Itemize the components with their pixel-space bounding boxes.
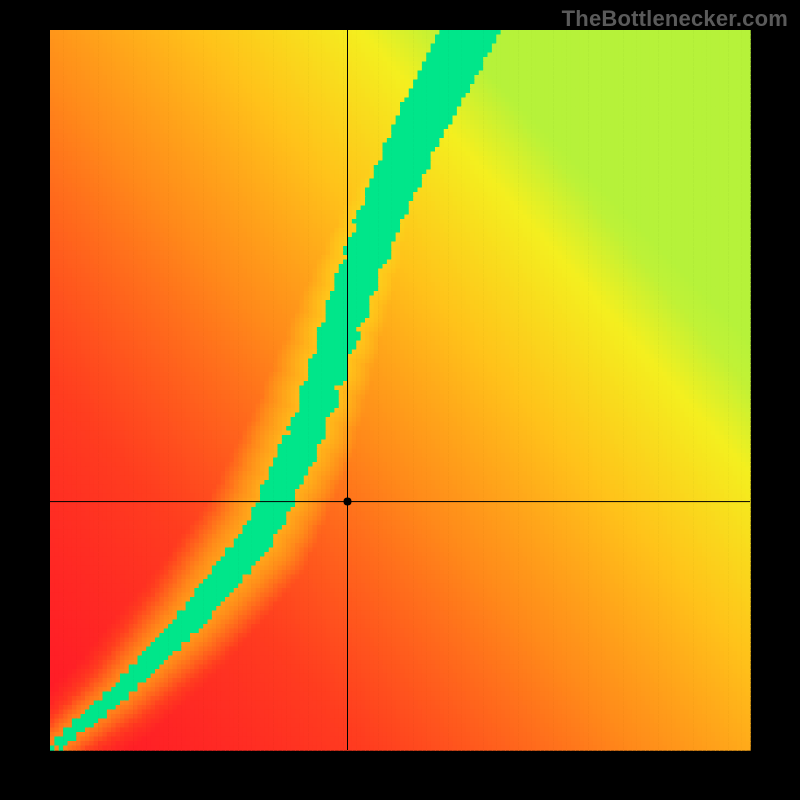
heatmap-canvas [0, 0, 800, 800]
chart-root: TheBottlenecker.com [0, 0, 800, 800]
watermark-text: TheBottlenecker.com [562, 6, 788, 32]
